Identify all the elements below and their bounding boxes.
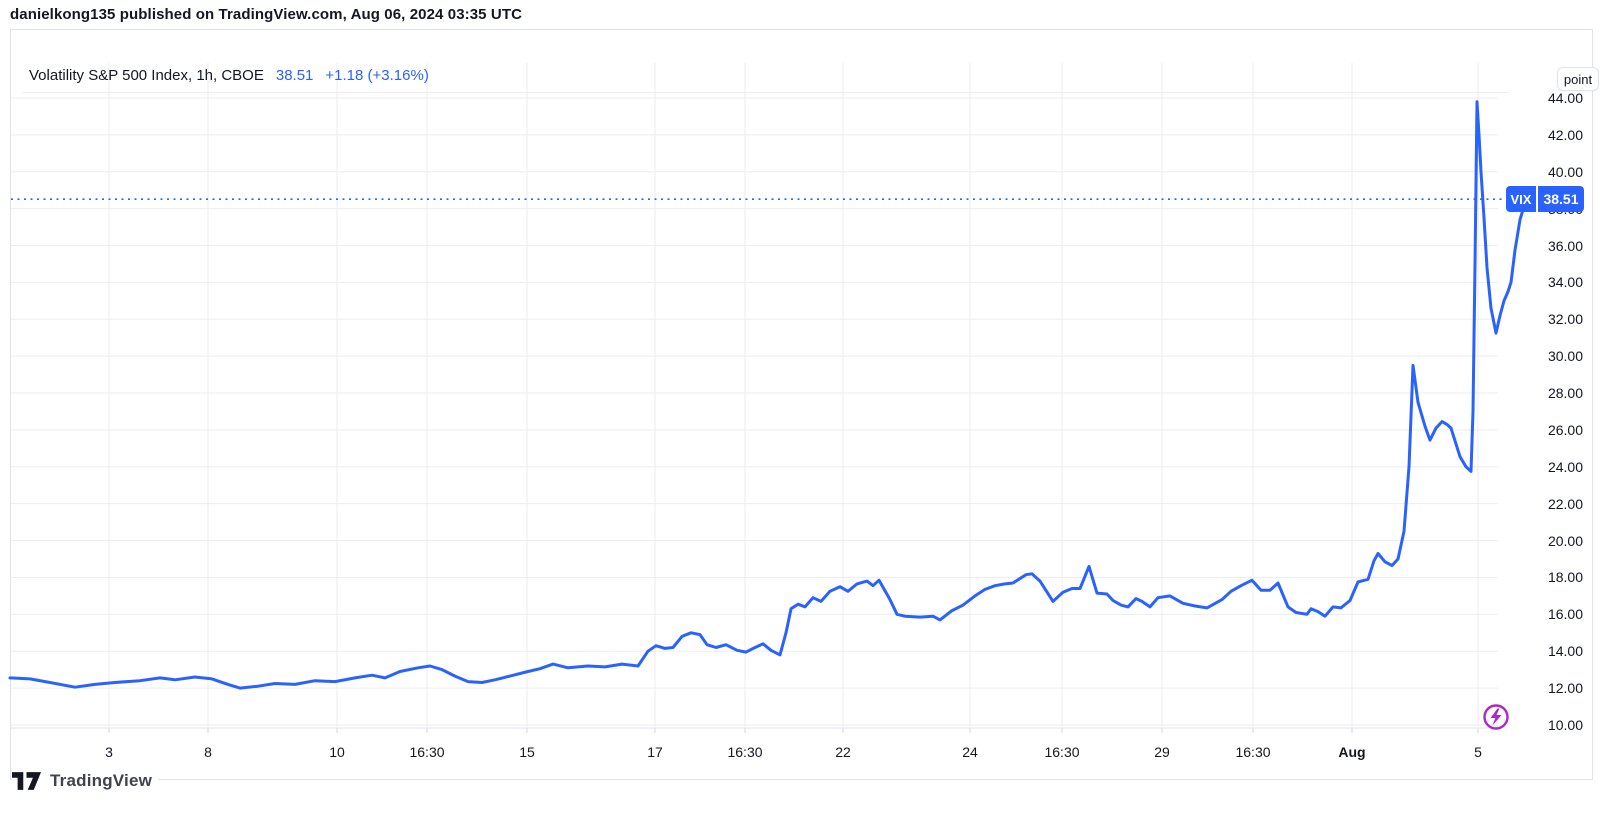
price-label-symbol: VIX xyxy=(1506,186,1536,212)
price-change: +1.18 (+3.16%) xyxy=(325,67,429,84)
flash-icon xyxy=(1483,704,1509,730)
brand-name: TradingView xyxy=(50,771,153,790)
tradingview-logo-icon xyxy=(12,772,41,790)
price-tick-label: 18.00 xyxy=(1547,569,1583,586)
time-tick-label: 8 xyxy=(204,744,212,760)
time-tick-label: 3 xyxy=(105,744,113,760)
price-tick-label: 28.00 xyxy=(1547,385,1583,402)
time-tick-label: 10 xyxy=(329,744,345,760)
time-tick-label: 16:30 xyxy=(1235,744,1271,760)
price-tick-label: 32.00 xyxy=(1547,311,1583,328)
time-tick-label: 16:30 xyxy=(1044,744,1080,760)
time-tick-label: 17 xyxy=(647,744,663,760)
chart-legend: Volatility S&P 500 Index, 1h, CBOE 38.51… xyxy=(29,59,429,92)
attribution-text: danielkong135 published on TradingView.c… xyxy=(10,6,523,23)
price-tick-label: 30.00 xyxy=(1547,348,1583,365)
price-tick-label: 26.00 xyxy=(1547,421,1583,438)
price-tick-label: 24.00 xyxy=(1547,458,1583,475)
time-tick-label: 22 xyxy=(835,744,851,760)
time-tick-label: 29 xyxy=(1154,744,1170,760)
price-tick-label: 16.00 xyxy=(1547,606,1583,623)
symbol-title: Volatility S&P 500 Index, 1h, CBOE xyxy=(29,67,264,84)
last-price: 38.51 xyxy=(275,67,314,84)
price-tick-label: 42.00 xyxy=(1547,126,1583,143)
legend-separator xyxy=(22,92,1509,93)
unit-toggle-button[interactable]: point xyxy=(1557,67,1599,91)
price-tick-label: 22.00 xyxy=(1547,495,1583,512)
price-tick-label: 34.00 xyxy=(1547,274,1583,291)
price-tick-label: 40.00 xyxy=(1547,163,1583,180)
price-tick-label: 36.00 xyxy=(1547,237,1583,254)
time-tick-label: Aug xyxy=(1338,744,1366,760)
price-line-VIX xyxy=(8,100,1530,690)
time-tick-label: 16:30 xyxy=(727,744,763,760)
time-tick-label: 16:30 xyxy=(409,744,445,760)
price-tick-label: 12.00 xyxy=(1547,680,1583,697)
price-tick-label: 44.00 xyxy=(1547,90,1583,106)
price-tick-label: 20.00 xyxy=(1547,532,1583,549)
price-label-value: 38.51 xyxy=(1538,186,1584,212)
price-tick-label: 10.00 xyxy=(1547,716,1583,733)
price-tick-label: 14.00 xyxy=(1547,643,1583,660)
time-tick-label: 5 xyxy=(1474,744,1482,760)
footer-brand: TradingView xyxy=(12,769,159,793)
chart-widget: Volatility S&P 500 Index, 1h, CBOE 38.51… xyxy=(10,29,1599,780)
time-tick-label: 15 xyxy=(519,744,535,760)
time-tick-label: 24 xyxy=(962,744,978,760)
